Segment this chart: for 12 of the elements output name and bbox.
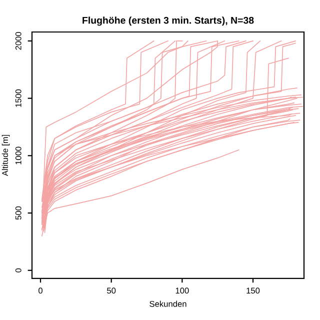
chart-title: Flughöhe (ersten 3 min. Starts), N=38 bbox=[82, 16, 254, 26]
y-tick-label: 0 bbox=[15, 268, 22, 272]
x-tick-label: 150 bbox=[246, 288, 260, 294]
y-tick-label: 2000 bbox=[15, 32, 22, 50]
x-axis-title: Sekunden bbox=[150, 300, 186, 307]
x-tick-label: 100 bbox=[176, 288, 189, 294]
y-tick-label: 500 bbox=[15, 206, 22, 220]
x-tick-label: 0 bbox=[38, 288, 42, 294]
x-tick-label: 50 bbox=[107, 288, 116, 294]
y-axis-title: Altitude [m] bbox=[2, 134, 10, 176]
y-tick-label: 1000 bbox=[15, 146, 22, 164]
y-tick-label: 1500 bbox=[15, 89, 22, 107]
